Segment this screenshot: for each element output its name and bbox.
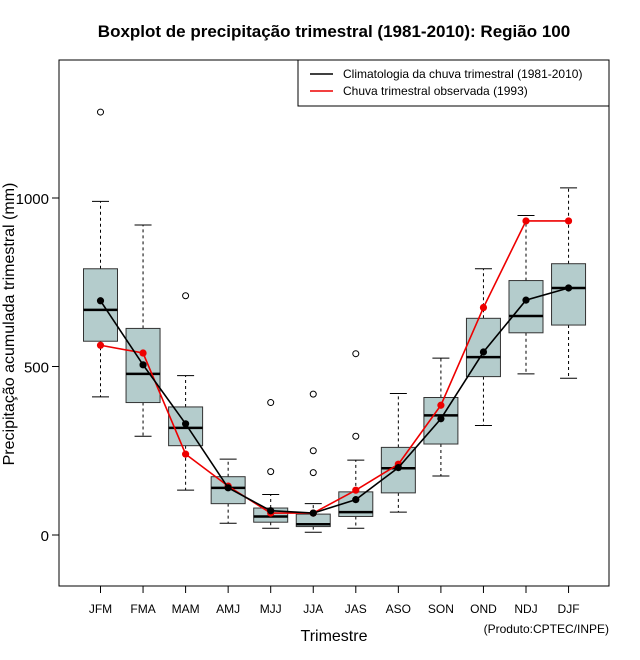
y-tick-label: 1000	[16, 191, 49, 208]
series-point-climatology	[267, 507, 275, 515]
x-tick-label: DJF	[558, 602, 580, 616]
x-tick-label: OND	[470, 602, 497, 616]
series-point-climatology	[139, 361, 147, 369]
series-point-climatology	[182, 420, 190, 428]
box-iqr	[83, 268, 118, 342]
x-tick-label: JFM	[89, 602, 112, 616]
series-point-climatology	[479, 348, 488, 356]
outlier-point	[352, 432, 360, 440]
legend: Climatologia da chuva trimestral (1981-2…	[297, 59, 610, 107]
x-axis-label: Trimestre	[301, 628, 368, 645]
boxes-group	[83, 108, 587, 533]
x-axis: JFM FMA MAM AMJ MJJ JJA JAS ASO SON OND NDJ DJF	[89, 586, 580, 616]
box-djf	[551, 187, 587, 379]
series-point-observed	[96, 341, 105, 349]
box-ond	[465, 268, 501, 426]
y-tick-label: 0	[41, 528, 49, 545]
series-point-climatology	[309, 509, 317, 517]
x-tick-label: NDJ	[514, 602, 537, 616]
series-line-observed	[100, 220, 569, 514]
box-iqr	[551, 263, 587, 326]
series-point-observed	[139, 349, 147, 357]
outlier-point	[352, 350, 360, 358]
series-point-climatology	[394, 464, 402, 472]
x-tick-label: ASO	[386, 602, 411, 616]
x-tick-label: AMJ	[216, 602, 240, 616]
box-iqr	[465, 317, 501, 378]
outlier-point	[309, 390, 317, 398]
series-point-observed	[479, 303, 488, 312]
box-fma	[125, 224, 161, 437]
chart-title: Boxplot de precipitação trimestral (1981…	[98, 22, 570, 41]
outlier-point	[267, 399, 275, 407]
x-tick-label: FMA	[130, 602, 155, 616]
legend-label-observed: Chuva trimestral observada (1993)	[343, 84, 528, 98]
series-point-climatology	[522, 296, 530, 304]
series-point-observed	[182, 450, 190, 458]
series-point-climatology	[224, 484, 232, 492]
outlier-point	[309, 447, 317, 455]
series-point-climatology	[564, 284, 573, 292]
credit-text: (Produto:CPTEC/INPE)	[484, 622, 609, 636]
series-lines	[96, 217, 573, 517]
box-mam	[168, 292, 204, 491]
series-point-observed	[564, 217, 573, 225]
outlier-point	[267, 468, 275, 476]
series-line-climatology	[99, 287, 569, 514]
series-point-observed	[352, 486, 360, 494]
x-tick-label: MJJ	[260, 602, 282, 616]
x-tick-label: SON	[428, 602, 454, 616]
box-iqr	[508, 280, 544, 334]
x-tick-label: JAS	[345, 602, 367, 616]
y-axis-label: Precipitação acumulada trimestral (mm)	[1, 183, 18, 466]
outlier-point	[182, 292, 190, 300]
series-point-observed	[522, 217, 530, 225]
box-jas	[338, 350, 374, 529]
box-ndj	[508, 215, 544, 375]
outlier-point	[97, 108, 104, 116]
outlier-point	[309, 469, 317, 477]
y-tick-label: 500	[24, 360, 49, 377]
series-point-climatology	[437, 415, 445, 423]
legend-label-climatology: Climatologia da chuva trimestral (1981-2…	[343, 67, 582, 81]
x-tick-label: MAM	[172, 602, 200, 616]
box-jfm	[83, 108, 118, 398]
x-tick-label: JJA	[303, 602, 323, 616]
y-axis: 0 500 1000	[16, 191, 59, 545]
series-point-climatology	[96, 297, 105, 305]
series-point-observed	[437, 401, 445, 409]
legend-box	[297, 59, 610, 107]
series-point-climatology	[352, 496, 360, 504]
